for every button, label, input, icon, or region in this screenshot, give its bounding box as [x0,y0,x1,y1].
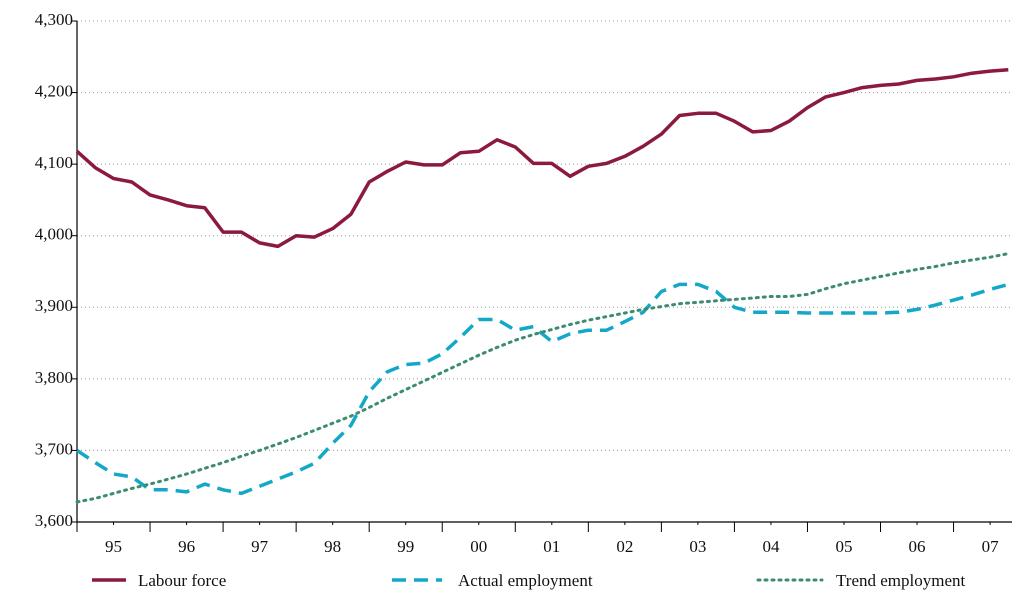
series-line [75,67,1009,249]
x-tick-label: 00 [470,537,487,556]
x-tick-label: 03 [689,537,706,556]
y-tick-label: 3,800 [35,368,73,387]
x-tick-label: 99 [397,537,414,556]
y-tick-label: 3,600 [35,511,73,530]
x-tick-label: 98 [324,537,341,556]
x-tick-label: 04 [762,537,780,556]
series-line [75,252,1010,504]
legend-label: Trend employment [836,571,966,590]
y-tick-label: 4,000 [35,225,73,244]
x-tick-label: 02 [616,537,633,556]
y-tick-label: 3,700 [35,439,73,458]
x-tick-label: 96 [178,537,195,556]
x-tick-label: 06 [909,537,926,556]
series-line [76,282,1009,496]
x-tick-label: 05 [835,537,852,556]
x-tick-label: 97 [251,537,269,556]
y-tick-label: 4,300 [35,10,73,29]
legend-label: Labour force [138,571,226,590]
x-tick-label: 01 [543,537,560,556]
x-tick-label: 95 [105,537,122,556]
y-tick-label: 4,100 [35,153,73,172]
legend-label: Actual employment [458,571,593,590]
y-tick-label: 4,200 [35,81,73,100]
y-tick-label: 3,900 [35,296,73,315]
x-tick-label: 07 [982,537,1000,556]
